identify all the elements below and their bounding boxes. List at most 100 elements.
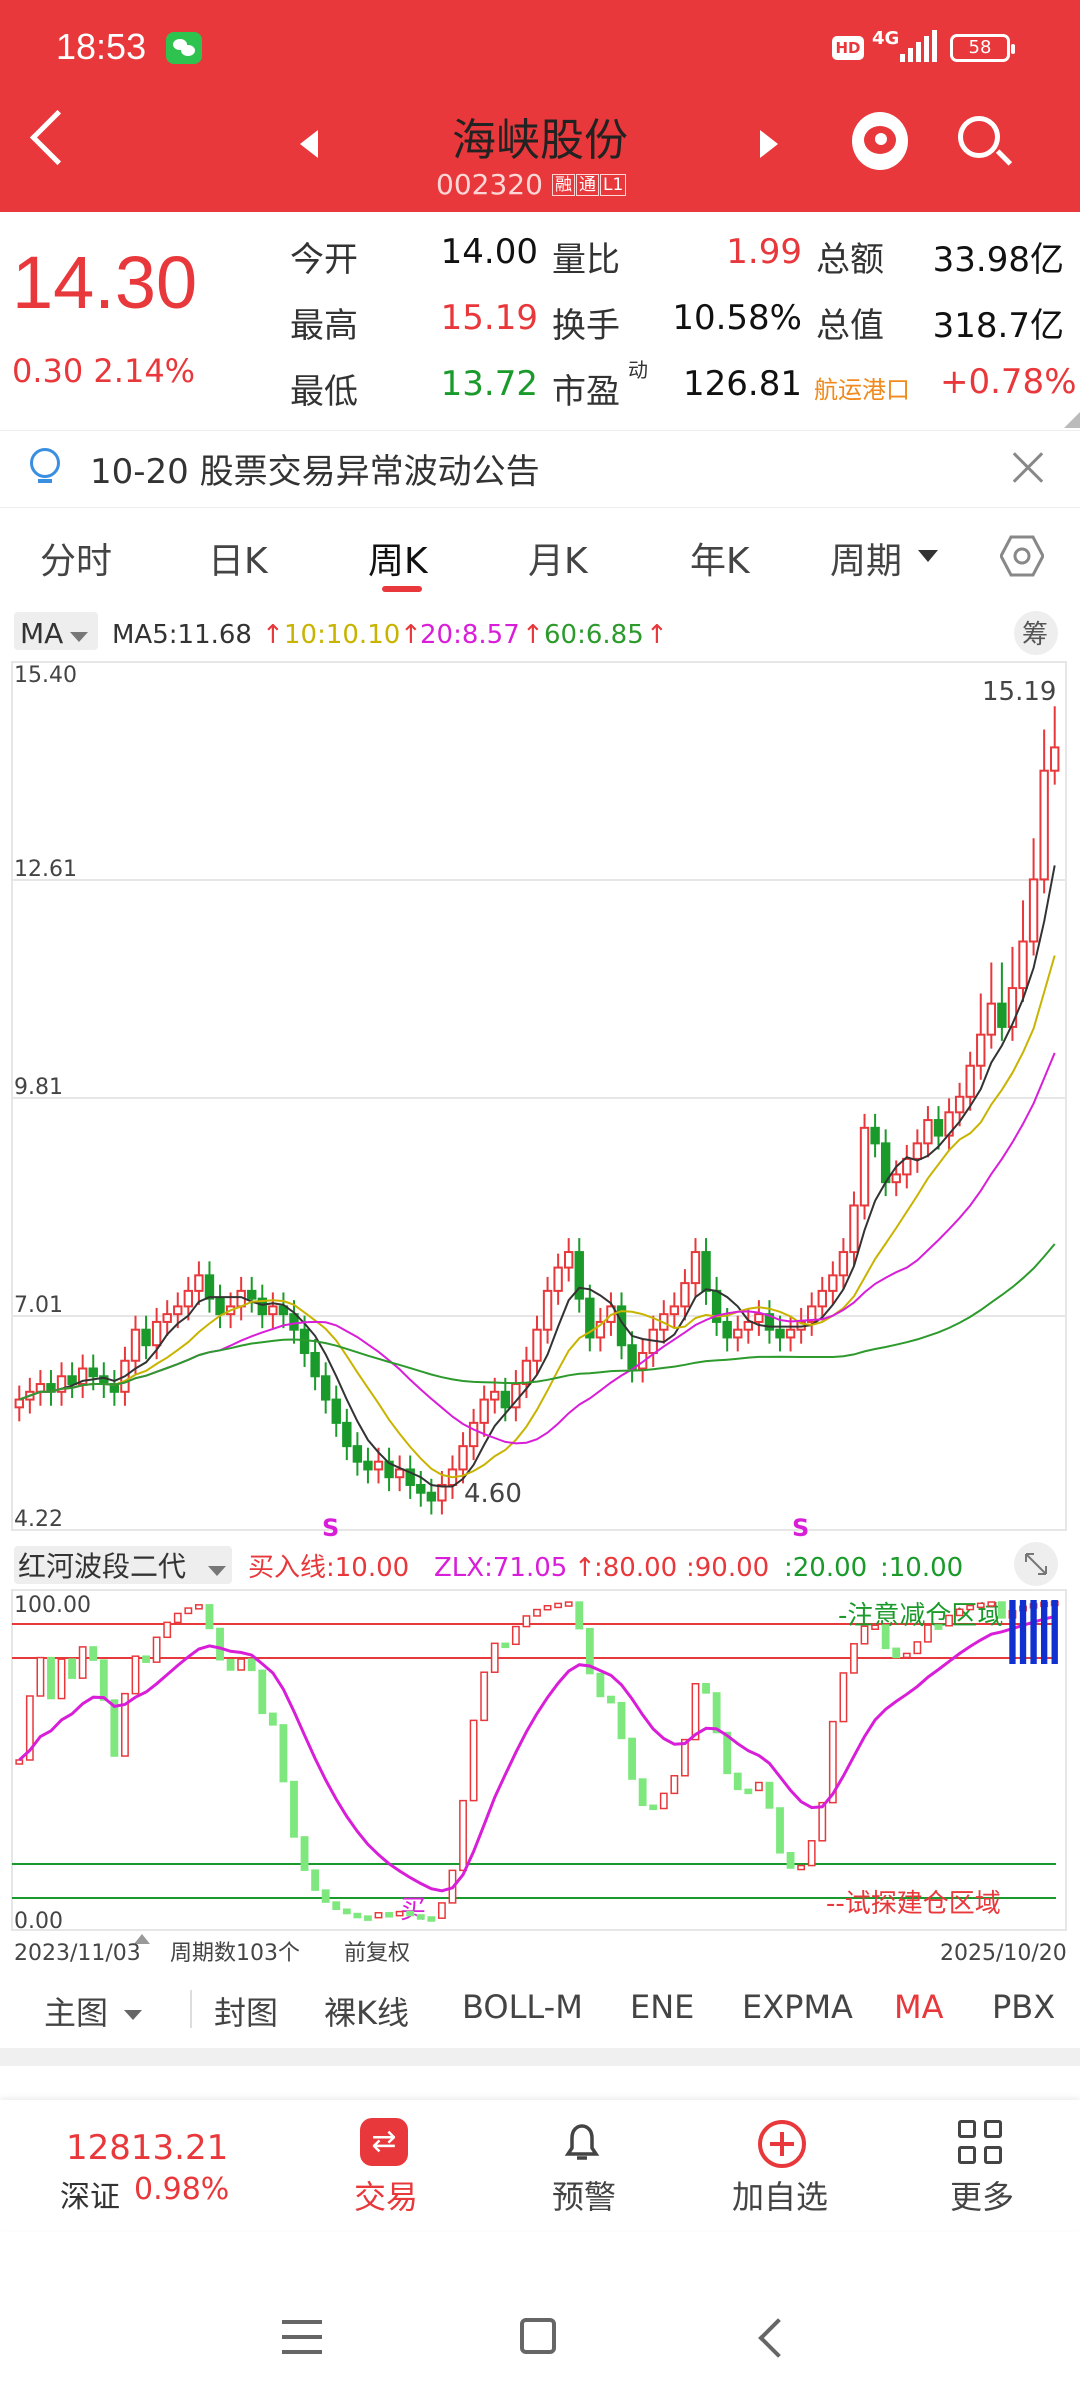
candle-body xyxy=(563,1251,574,1269)
turnover-value: 10.58% xyxy=(672,298,802,338)
candle-body xyxy=(1028,878,1039,943)
more-grid-icon[interactable] xyxy=(958,2120,1006,2168)
search-icon[interactable] xyxy=(958,116,1000,158)
reduce-zone-bar xyxy=(1009,1600,1016,1664)
sub-bar xyxy=(15,1759,24,1765)
sub-bar xyxy=(564,1601,573,1607)
sub-bar xyxy=(670,1775,679,1795)
expand-corner-icon[interactable] xyxy=(1064,412,1080,428)
tool-expma[interactable]: EXPMA xyxy=(742,1988,853,2026)
sub-bar xyxy=(121,1692,129,1757)
sub-y-top: 100.00 xyxy=(14,1593,91,1618)
candle-body xyxy=(405,1468,415,1486)
candle-body xyxy=(194,1274,204,1292)
tab-weekly-k[interactable]: 周K xyxy=(368,541,428,582)
tab-yearly-k[interactable]: 年K xyxy=(690,541,750,582)
tab-period[interactable]: 周期 xyxy=(830,541,903,582)
tool-seal[interactable]: 封图 xyxy=(214,1994,279,2032)
date-start: 2023/11/03 xyxy=(14,1941,141,1966)
reduce-zone-bar xyxy=(1019,1600,1027,1664)
sub-bar xyxy=(490,1642,499,1673)
candle-body xyxy=(394,1468,405,1479)
hd-badge: HD xyxy=(832,36,864,60)
add-watchlist-icon[interactable] xyxy=(758,2120,806,2168)
sub-indicator-selector[interactable]: 红河波段二代 xyxy=(18,1550,186,1583)
candle-body xyxy=(627,1344,637,1370)
sub-indicator-dropdown-icon[interactable] xyxy=(208,1566,226,1576)
candle-body xyxy=(320,1375,331,1401)
signal-icon xyxy=(900,30,937,62)
trade-icon[interactable]: ⇄ xyxy=(360,2118,408,2166)
chip-button[interactable]: 筹 xyxy=(1022,620,1048,650)
tool-main-chart[interactable]: 主图 xyxy=(44,1994,109,2032)
chevron-down-icon[interactable] xyxy=(918,550,938,562)
candle-body xyxy=(437,1483,447,1502)
candle-body xyxy=(722,1320,732,1339)
ma5-label: MA5:11.68 xyxy=(112,620,252,650)
tab-daily-k[interactable]: 日K xyxy=(208,541,268,582)
level-20-label: :20.00 xyxy=(784,1553,867,1583)
tool-pbx[interactable]: PBX xyxy=(992,1988,1056,2026)
index-name[interactable]: 深证 xyxy=(60,2180,120,2215)
candle-body xyxy=(912,1142,923,1160)
chevron-down-icon[interactable] xyxy=(124,2010,142,2020)
candle-body xyxy=(490,1390,500,1401)
sub-bar xyxy=(680,1738,689,1777)
menu-icon[interactable] xyxy=(282,2320,322,2354)
nav-more[interactable]: 更多 xyxy=(950,2178,1015,2216)
candle-body xyxy=(595,1320,606,1339)
prev-stock-icon[interactable] xyxy=(300,130,318,158)
change-percent: 2.14% xyxy=(93,352,196,390)
pe-value: 126.81 xyxy=(683,364,802,404)
nav-add-watchlist[interactable]: 加自选 xyxy=(732,2178,829,2216)
sub-bar xyxy=(522,1615,531,1628)
bell-icon[interactable] xyxy=(560,2120,604,2164)
high-label: 最高 xyxy=(290,306,358,346)
index-value[interactable]: 12813.21 xyxy=(66,2128,229,2168)
announcement-bar[interactable] xyxy=(0,430,1080,508)
adjust-mode[interactable]: 前复权 xyxy=(344,1941,410,1966)
close-icon[interactable] xyxy=(1008,448,1048,488)
level-80-label: :80.00 xyxy=(594,1553,677,1583)
sub-bar xyxy=(89,1646,98,1661)
turnover-label: 换手 xyxy=(552,306,620,346)
sub-bar xyxy=(797,1864,806,1871)
sub-bar xyxy=(311,1869,320,1891)
tool-ma[interactable]: MA xyxy=(894,1988,944,2026)
sub-bar xyxy=(807,1840,816,1867)
candle-body xyxy=(215,1297,225,1316)
tool-naked-k[interactable]: 裸K线 xyxy=(324,1994,409,2032)
mascot-icon[interactable] xyxy=(852,112,908,170)
sector-label[interactable]: 航运港口 xyxy=(814,376,910,404)
candle-body xyxy=(553,1266,563,1292)
tab-intraday[interactable]: 分时 xyxy=(40,541,113,582)
sub-bar xyxy=(469,1719,478,1802)
candle-body xyxy=(521,1359,532,1386)
indicator-selector[interactable]: MA xyxy=(20,617,63,650)
indicator-dropdown-icon[interactable] xyxy=(70,632,88,642)
sub-bar xyxy=(596,1672,605,1698)
sub-bar xyxy=(385,1912,394,1918)
sub-bar xyxy=(997,1601,1006,1619)
zone-bottom-label: --试探建仓区域 xyxy=(826,1889,1001,1919)
sub-bar xyxy=(649,1804,658,1811)
next-stock-icon[interactable] xyxy=(760,130,778,158)
settings-hexagon-icon[interactable] xyxy=(1000,534,1044,578)
nav-alert[interactable]: 预警 xyxy=(552,2178,617,2216)
tab-monthly-k[interactable]: 月K xyxy=(528,541,588,582)
candle-body xyxy=(1050,746,1060,772)
candle-body xyxy=(923,1119,933,1145)
tool-boll-m[interactable]: BOLL-M xyxy=(462,1988,583,2026)
home-icon[interactable] xyxy=(520,2318,556,2354)
announcement-text[interactable]: 10-20 股票交易异常波动公告 xyxy=(90,452,540,492)
candle-body xyxy=(35,1383,46,1393)
candle-body xyxy=(468,1421,479,1448)
sub-bar xyxy=(110,1699,119,1757)
nav-trade[interactable]: 交易 xyxy=(354,2178,419,2216)
kline-chart[interactable]: MA MA5:11.68 10:10.10 20:8.57 60:6.85 ↑ … xyxy=(0,600,1080,1975)
sub-bar xyxy=(364,1915,372,1921)
active-tab-indicator xyxy=(382,586,422,592)
tool-ene[interactable]: ENE xyxy=(630,1988,695,2026)
sub-bar xyxy=(892,1647,901,1659)
bottom-nav xyxy=(0,2100,1080,2230)
